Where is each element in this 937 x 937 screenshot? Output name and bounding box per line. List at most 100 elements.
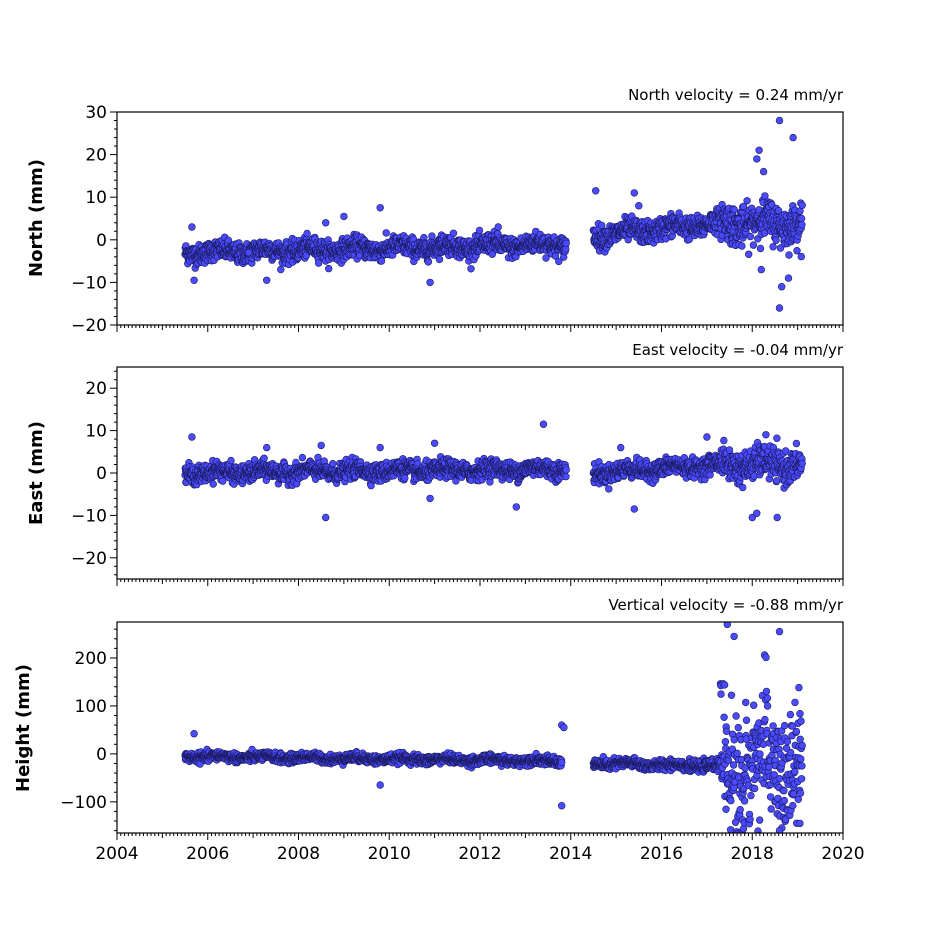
data-point (426, 278, 434, 287)
data-points (181, 420, 806, 522)
data-point (635, 202, 643, 210)
data-point (772, 477, 781, 485)
data-point (753, 155, 761, 163)
data-point (773, 434, 781, 442)
data-point (738, 242, 746, 250)
data-point (555, 257, 563, 266)
data-point (435, 255, 444, 264)
data-point (775, 116, 784, 125)
north-velocity-title: North velocity = 0.24 mm/yr (628, 86, 844, 104)
data-point (630, 189, 638, 197)
east-y-axis-label: East (mm) (26, 421, 47, 525)
y-tick-label: −20 (71, 549, 107, 569)
data-point (703, 433, 711, 441)
data-point (743, 197, 751, 205)
data-point (298, 453, 307, 462)
data-point (227, 456, 235, 465)
data-point (542, 254, 550, 262)
data-point (188, 433, 196, 441)
data-point (430, 439, 439, 447)
data-point (792, 439, 801, 448)
data-point (616, 443, 625, 452)
data-point (630, 505, 638, 513)
north-panel: North velocity = 0.24 mm/yr North (mm) −… (26, 86, 844, 336)
data-point (314, 259, 323, 267)
data-point (539, 420, 548, 428)
data-point (340, 212, 348, 221)
height-panel: Vertical velocity = -0.88 mm/yr Height (… (13, 596, 865, 864)
data-point (739, 202, 748, 211)
data-point (755, 146, 763, 155)
data-point (303, 229, 311, 238)
data-point (769, 243, 777, 251)
data-point (753, 509, 761, 517)
data-point (219, 477, 227, 485)
data-point (449, 229, 458, 238)
data-points (181, 116, 806, 312)
data-point (591, 187, 600, 195)
data-point (322, 219, 330, 227)
data-point (209, 480, 217, 488)
data-point (467, 265, 475, 273)
data-point (322, 513, 330, 522)
y-tick-label: 20 (85, 146, 107, 166)
data-point (562, 472, 570, 481)
data-point (401, 474, 409, 482)
data-point (798, 459, 806, 468)
y-tick-label: 10 (85, 188, 107, 208)
data-point (759, 167, 768, 176)
data-point (188, 223, 196, 231)
data-point (789, 133, 797, 142)
data-point (756, 244, 765, 253)
data-point (761, 192, 769, 200)
data-point (512, 503, 520, 511)
data-point (784, 274, 793, 282)
data-point (744, 250, 753, 259)
data-point (775, 304, 784, 312)
data-point (605, 485, 613, 493)
height-y-axis-label: Height (mm) (13, 664, 34, 792)
data-point (325, 264, 333, 273)
y-tick-label: 10 (85, 422, 107, 442)
y-tick-label: 0 (96, 231, 107, 251)
data-point (376, 443, 384, 452)
data-point (562, 239, 570, 247)
data-point (730, 205, 738, 214)
data-point (382, 229, 390, 237)
data-point (720, 436, 728, 445)
data-point (597, 221, 606, 230)
data-point (329, 460, 337, 468)
data-point (777, 283, 786, 291)
data-point (749, 241, 758, 249)
data-point (263, 276, 271, 284)
data-point (772, 236, 780, 244)
data-point (494, 223, 502, 231)
data-point (773, 513, 781, 522)
east-panel: East velocity = -0.04 mm/yr East (mm) −2… (26, 341, 844, 586)
y-tick-label: −20 (71, 316, 107, 336)
data-point (376, 204, 384, 212)
y-tick-label: 0 (96, 464, 107, 484)
data-point (746, 232, 755, 241)
data-point (488, 250, 496, 258)
data-point (190, 276, 198, 284)
data-point (762, 431, 770, 439)
data-point (706, 471, 714, 479)
data-point (424, 258, 432, 266)
data-point (317, 441, 325, 450)
data-point (562, 466, 570, 474)
data-point (260, 454, 268, 462)
y-tick-label: 20 (85, 379, 107, 399)
data-point (475, 226, 484, 235)
data-point (798, 221, 806, 229)
y-tick-label: −10 (71, 506, 107, 526)
data-point (428, 232, 436, 240)
data-point (738, 483, 747, 492)
y-tick-label: 30 (85, 103, 107, 123)
data-point (798, 201, 806, 209)
data-point (426, 494, 434, 503)
data-point (277, 265, 285, 274)
data-points (181, 622, 806, 833)
data-point (793, 247, 801, 255)
